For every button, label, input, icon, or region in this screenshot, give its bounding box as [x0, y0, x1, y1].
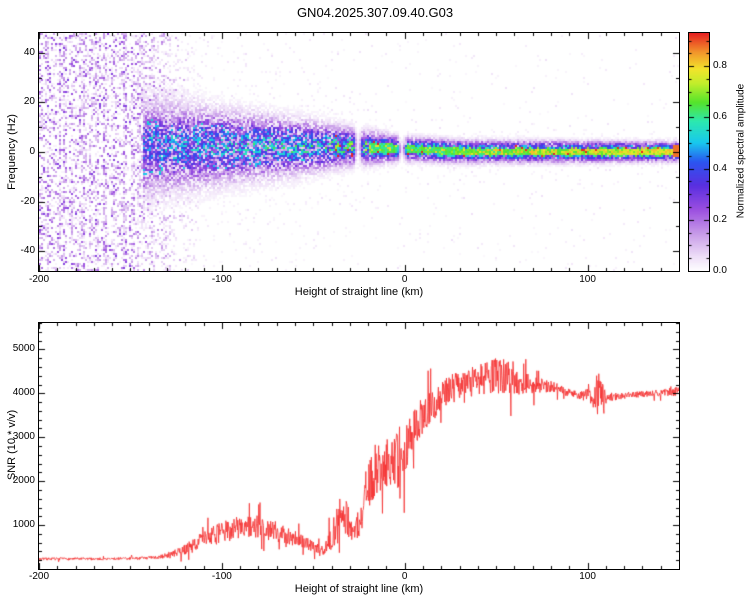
figure-title: GN04.2025.307.09.40.G03	[296, 5, 454, 20]
y-tick-label: 40	[23, 46, 35, 58]
x-tick-label: 0	[401, 274, 408, 285]
spectrogram-xlabel: Height of straight line (km)	[294, 286, 424, 298]
colorbar-tick-label: 0.8	[713, 60, 727, 72]
snr-canvas	[39, 323, 679, 569]
x-tick-label: -200	[28, 571, 49, 582]
colorbar	[688, 32, 710, 272]
snr-plot-area	[38, 322, 680, 570]
x-tick-label: -200	[28, 274, 49, 285]
x-tick-label: 0	[401, 571, 408, 582]
colorbar-tick-label: 0.2	[713, 213, 727, 225]
y-tick-label: 0	[29, 146, 35, 157]
colorbar-tick-label: 0.0	[713, 265, 727, 276]
spectrogram-canvas	[39, 33, 679, 271]
x-tick-label: -100	[211, 571, 232, 582]
y-tick-label: 4000	[12, 387, 35, 399]
spectrogram-plot-area	[38, 32, 680, 272]
colorbar-label: Normalized spectral amplitude	[735, 83, 747, 219]
y-tick-label: 2000	[12, 475, 35, 487]
colorbar-tick-label: 0.4	[713, 162, 727, 174]
y-tick-label: 20	[23, 96, 35, 108]
y-tick-label: -20	[20, 195, 35, 207]
colorbar-canvas	[689, 33, 709, 271]
x-tick-label: 100	[579, 274, 596, 285]
y-tick-label: -40	[20, 245, 35, 257]
snr-ylabel: SNR (10 * v/v)	[6, 409, 18, 481]
colorbar-tick-label: 0.6	[713, 111, 727, 123]
y-tick-label: 1000	[12, 519, 35, 531]
x-tick-label: -100	[211, 274, 232, 285]
x-tick-label: 100	[579, 571, 596, 582]
snr-xlabel: Height of straight line (km)	[294, 583, 424, 595]
y-tick-label: 5000	[12, 343, 35, 355]
y-tick-label: 3000	[12, 431, 35, 443]
